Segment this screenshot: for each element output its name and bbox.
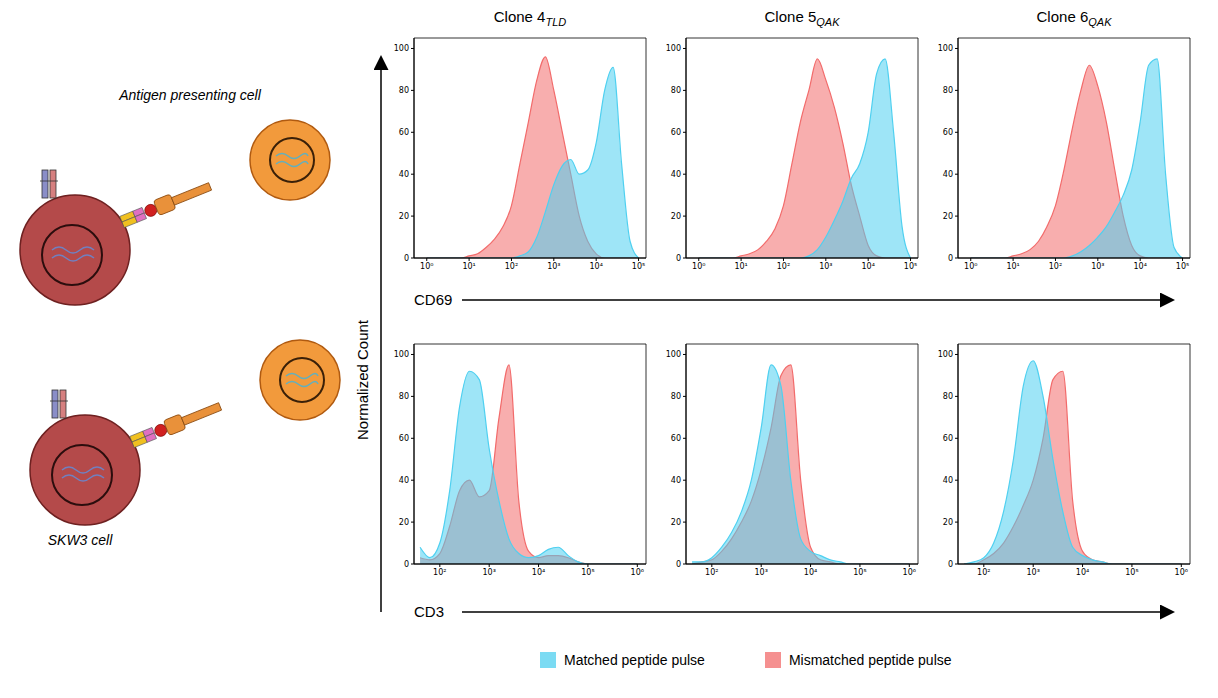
svg-text:10³: 10³: [547, 262, 560, 271]
svg-text:60: 60: [399, 128, 409, 137]
svg-text:10⁵: 10⁵: [1125, 568, 1138, 577]
svg-text:20: 20: [943, 518, 953, 527]
svg-text:60: 60: [399, 434, 409, 443]
svg-text:10⁴: 10⁴: [532, 568, 545, 577]
svg-text:10²: 10²: [777, 262, 790, 271]
svg-text:0: 0: [404, 560, 409, 569]
svg-text:10¹: 10¹: [734, 262, 747, 271]
svg-text:20: 20: [671, 518, 681, 527]
html-text:Matched peptide pulse: Matched peptide pulse: [564, 652, 705, 668]
svg-text:CD69: CD69: [414, 291, 452, 308]
svg-text:10¹: 10¹: [1006, 262, 1019, 271]
svg-text:40: 40: [943, 170, 953, 179]
svg-text:10⁶: 10⁶: [631, 568, 644, 577]
html-text:Clone 4TLD: Clone 4TLD: [493, 8, 567, 28]
svg-text:10⁴: 10⁴: [861, 262, 874, 271]
svg-text:10⁰: 10⁰: [420, 262, 433, 271]
svg-text:10⁴: 10⁴: [1076, 568, 1089, 577]
svg-text:0: 0: [676, 560, 681, 569]
svg-text:10⁵: 10⁵: [632, 262, 645, 271]
svg-text:100: 100: [938, 350, 953, 359]
svg-text:80: 80: [671, 86, 681, 95]
svg-text:10²: 10²: [505, 262, 518, 271]
svg-text:80: 80: [671, 392, 681, 401]
svg-text:40: 40: [399, 170, 409, 179]
svg-text:0: 0: [676, 254, 681, 263]
svg-text:60: 60: [943, 434, 953, 443]
svg-text:10²: 10²: [705, 568, 718, 577]
svg-text:10⁶: 10⁶: [1175, 568, 1188, 577]
svg-text:10³: 10³: [754, 568, 767, 577]
svg-text:10³: 10³: [1026, 568, 1039, 577]
svg-text:20: 20: [943, 212, 953, 221]
svg-text:40: 40: [943, 476, 953, 485]
svg-text:0: 0: [948, 254, 953, 263]
svg-text:20: 20: [399, 212, 409, 221]
svg-text:10²: 10²: [1049, 262, 1062, 271]
svg-text:100: 100: [666, 350, 681, 359]
svg-text:80: 80: [399, 86, 409, 95]
svg-text:20: 20: [399, 518, 409, 527]
svg-text:10⁰: 10⁰: [964, 262, 977, 271]
svg-text:0: 0: [404, 254, 409, 263]
svg-text:10⁵: 10⁵: [1176, 262, 1189, 271]
svg-text:10⁰: 10⁰: [692, 262, 705, 271]
svg-text:0: 0: [948, 560, 953, 569]
html-text:Clone 5QAK: Clone 5QAK: [764, 8, 840, 28]
svg-text:40: 40: [671, 170, 681, 179]
svg-text:100: 100: [394, 44, 409, 53]
svg-text:10⁵: 10⁵: [853, 568, 866, 577]
svg-text:60: 60: [943, 128, 953, 137]
svg-text:10⁶: 10⁶: [903, 568, 916, 577]
svg-text:40: 40: [399, 476, 409, 485]
html-text:Mismatched peptide pulse: Mismatched peptide pulse: [788, 652, 952, 668]
svg-text:10⁵: 10⁵: [581, 568, 594, 577]
svg-text:80: 80: [943, 392, 953, 401]
svg-text:10²: 10²: [433, 568, 446, 577]
svg-text:10²: 10²: [977, 568, 990, 577]
svg-text:10³: 10³: [819, 262, 832, 271]
svg-text:10⁵: 10⁵: [904, 262, 917, 271]
svg-text:CD3: CD3: [414, 603, 444, 620]
svg-text:20: 20: [671, 212, 681, 221]
svg-text:10³: 10³: [482, 568, 495, 577]
svg-text:80: 80: [943, 86, 953, 95]
svg-text:Antigen presenting cell: Antigen presenting cell: [118, 87, 262, 103]
svg-text:60: 60: [671, 434, 681, 443]
svg-text:100: 100: [394, 350, 409, 359]
svg-text:10⁴: 10⁴: [804, 568, 817, 577]
html-text:Clone 6QAK: Clone 6QAK: [1036, 8, 1112, 28]
svg-text:SKW3 cell: SKW3 cell: [48, 532, 113, 548]
svg-text:40: 40: [671, 476, 681, 485]
svg-text:Normalized Count: Normalized Count: [354, 319, 371, 440]
svg-text:10⁴: 10⁴: [1133, 262, 1146, 271]
svg-text:100: 100: [938, 44, 953, 53]
svg-text:10⁴: 10⁴: [589, 262, 602, 271]
svg-text:10¹: 10¹: [462, 262, 475, 271]
svg-text:80: 80: [399, 392, 409, 401]
svg-text:10³: 10³: [1091, 262, 1104, 271]
svg-text:60: 60: [671, 128, 681, 137]
svg-text:100: 100: [666, 44, 681, 53]
